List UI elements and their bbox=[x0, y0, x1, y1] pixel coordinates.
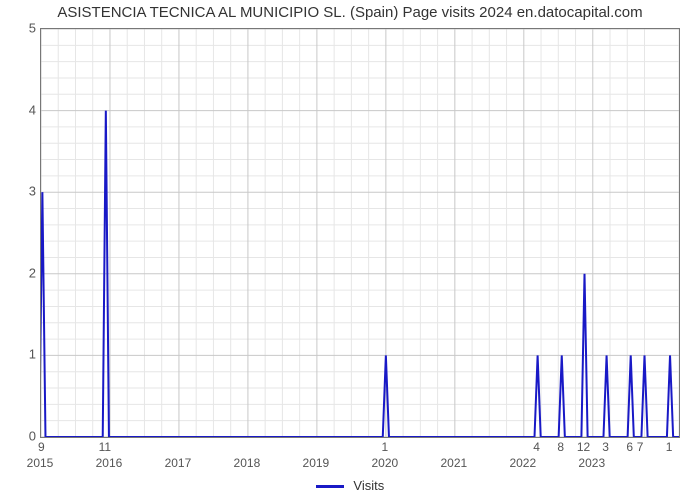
x-year-label: 2020 bbox=[372, 456, 399, 470]
x-above-label: 9 bbox=[38, 440, 45, 454]
chart-title: ASISTENCIA TECNICA AL MUNICIPIO SL. (Spa… bbox=[0, 4, 700, 21]
x-above-label: 6 bbox=[626, 440, 633, 454]
legend-label: Visits bbox=[353, 478, 384, 493]
x-above-label: 4 bbox=[533, 440, 540, 454]
x-year-label: 2023 bbox=[578, 456, 605, 470]
x-above-label: 8 bbox=[557, 440, 564, 454]
x-year-label: 2018 bbox=[234, 456, 261, 470]
x-above-label: 1 bbox=[382, 440, 389, 454]
legend-swatch bbox=[316, 485, 344, 488]
y-tick-label: 2 bbox=[6, 265, 36, 280]
x-year-label: 2022 bbox=[509, 456, 536, 470]
y-tick-label: 4 bbox=[6, 102, 36, 117]
x-year-label: 2016 bbox=[96, 456, 123, 470]
x-above-label: 7 bbox=[637, 440, 644, 454]
chart-plot-area bbox=[40, 28, 680, 438]
legend: Visits bbox=[0, 478, 700, 493]
x-year-label: 2019 bbox=[303, 456, 330, 470]
x-above-label: 12 bbox=[577, 440, 590, 454]
x-above-label: 1 bbox=[666, 440, 673, 454]
x-year-label: 2021 bbox=[440, 456, 467, 470]
x-year-label: 2017 bbox=[165, 456, 192, 470]
x-above-label: 3 bbox=[602, 440, 609, 454]
x-above-label: 11 bbox=[99, 440, 111, 454]
y-tick-label: 1 bbox=[6, 347, 36, 362]
x-year-label: 2015 bbox=[27, 456, 54, 470]
y-tick-label: 0 bbox=[6, 429, 36, 444]
chart-svg bbox=[41, 29, 679, 437]
y-tick-label: 5 bbox=[6, 21, 36, 36]
y-tick-label: 3 bbox=[6, 184, 36, 199]
